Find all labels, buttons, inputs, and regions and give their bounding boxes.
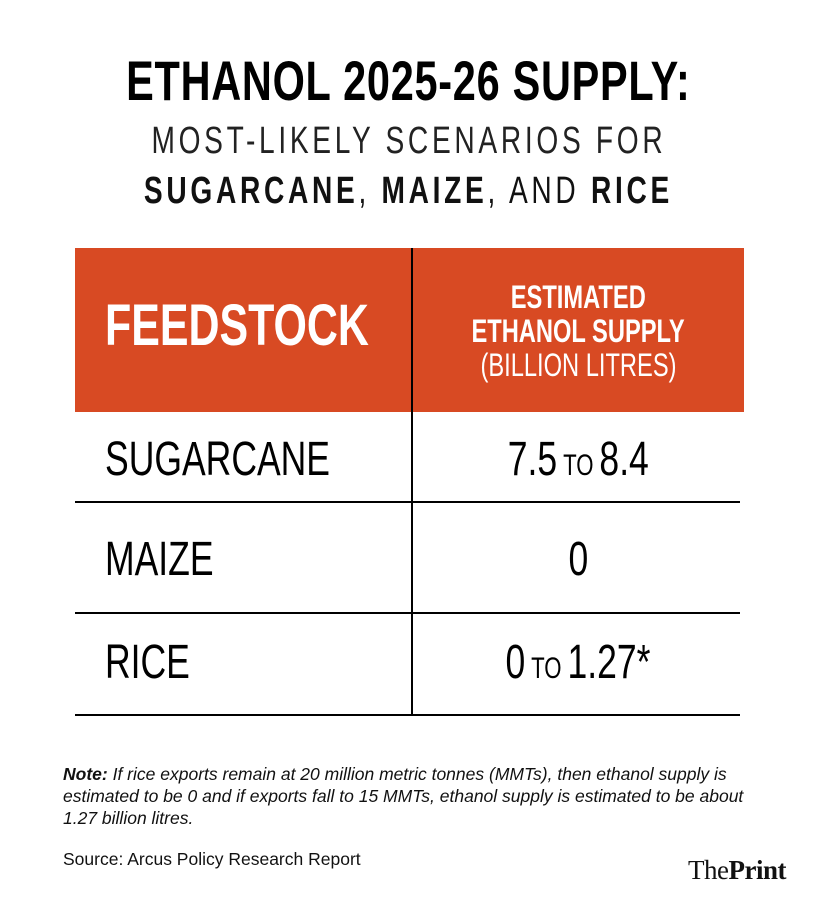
- header-text: ESTIMATED: [510, 279, 646, 315]
- range-word: TO: [531, 652, 562, 685]
- subtitle-text: MOST-LIKELY SCENARIOS FOR: [151, 120, 666, 162]
- crop: SUGARCANE: [143, 170, 359, 212]
- separator: ,: [358, 170, 382, 212]
- header-text: FEEDSTOCK: [105, 293, 369, 358]
- separator: , AND: [487, 170, 592, 212]
- note: Note: If rice exports remain at 20 milli…: [63, 763, 763, 829]
- title: ETHANOL 2025-26 SUPPLY:: [0, 48, 817, 113]
- column-divider: [411, 248, 413, 716]
- supply-cell: 7.5 TO 8.4: [412, 432, 744, 487]
- subtitle: MOST-LIKELY SCENARIOS FOR: [0, 120, 817, 163]
- feedstock-cell: MAIZE: [105, 532, 252, 587]
- feedstock-cell: RICE: [105, 635, 220, 690]
- logo: ThePrint: [688, 855, 786, 886]
- logo-part: The: [688, 855, 729, 885]
- feedstock: RICE: [105, 636, 190, 689]
- feedstock-header: FEEDSTOCK: [105, 292, 462, 359]
- header-text: (BILLION LITRES): [479, 347, 677, 383]
- row-divider: [75, 501, 740, 503]
- supply-cell: 0 TO 1.27*: [412, 635, 744, 690]
- logo-part: Print: [728, 855, 786, 885]
- feedstock-cell: SUGARCANE: [105, 432, 409, 487]
- supply: 7.5 TO 8.4: [507, 432, 648, 487]
- note-label: Note:: [63, 764, 108, 784]
- header-text: ETHANOL SUPPLY: [471, 313, 685, 349]
- title-text: ETHANOL 2025-26 SUPPLY:: [126, 49, 691, 112]
- supply-value: 7.5: [507, 433, 557, 486]
- table-header: [75, 248, 744, 412]
- source: Source: Arcus Policy Research Report: [63, 849, 361, 869]
- supply-value: 0: [505, 636, 526, 689]
- crops: SUGARCANE, MAIZE, AND RICE: [144, 170, 673, 213]
- crop: MAIZE: [381, 170, 488, 212]
- feedstock: SUGARCANE: [105, 433, 331, 486]
- supply: 0: [568, 532, 588, 587]
- supply-value: 0: [568, 533, 588, 586]
- note-text: If rice exports remain at 20 million met…: [63, 764, 744, 828]
- supply-value: 8.4: [599, 433, 649, 486]
- crops-line: SUGARCANE, MAIZE, AND RICE: [0, 170, 817, 213]
- feedstock: MAIZE: [105, 533, 214, 586]
- crop: RICE: [591, 170, 673, 212]
- range-word: TO: [562, 449, 594, 482]
- supply-value: 1.27*: [567, 636, 651, 689]
- supply: 0 TO 1.27*: [506, 635, 651, 690]
- supply-header: ESTIMATED ETHANOL SUPPLY (BILLION LITRES…: [412, 280, 744, 382]
- row-divider: [75, 714, 740, 716]
- supply-cell: 0: [412, 532, 744, 587]
- row-divider: [75, 612, 740, 614]
